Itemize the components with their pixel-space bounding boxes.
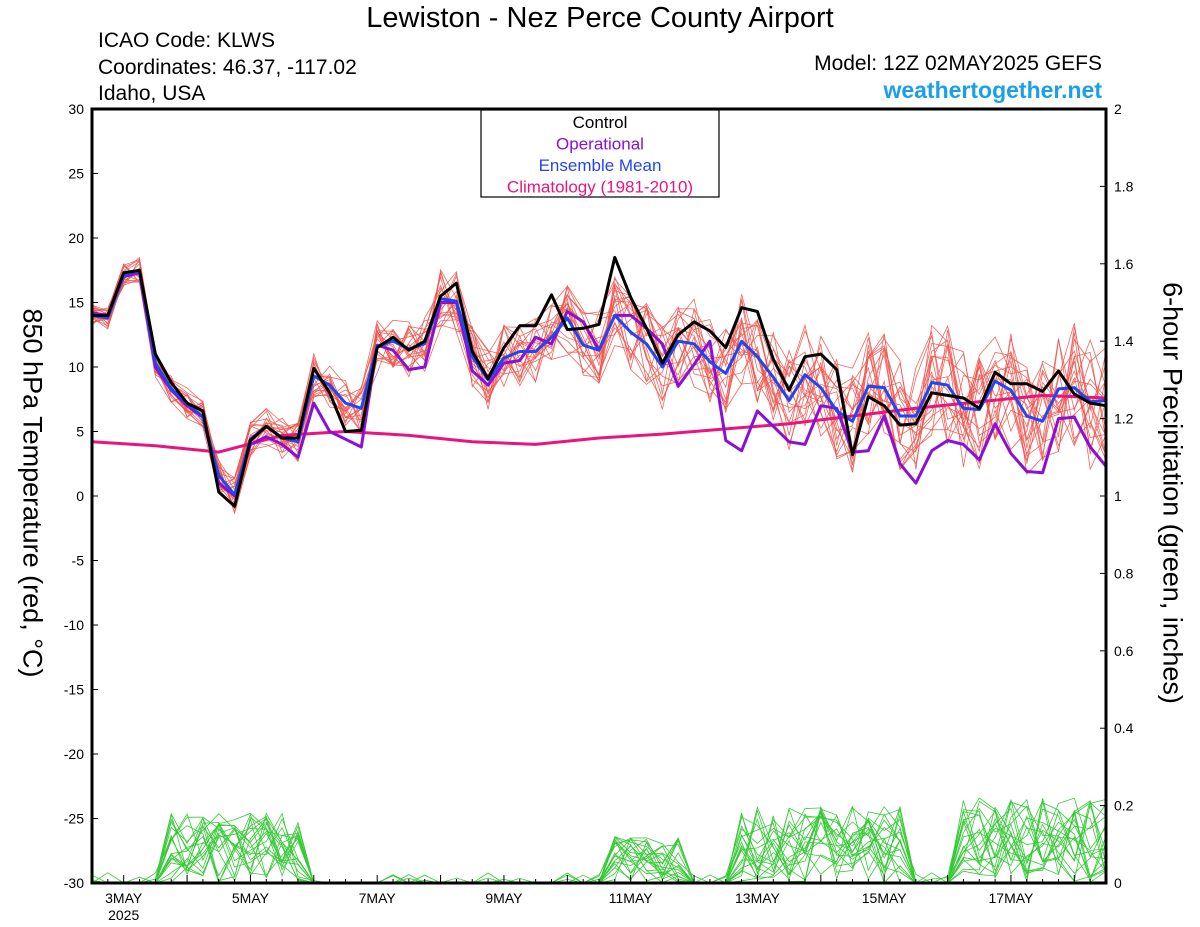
legend-entry: Control <box>573 113 628 132</box>
left-tick-label: 10 <box>68 359 84 375</box>
climatology-line <box>91 393 1107 454</box>
right-tick-label: 2 <box>1114 101 1122 117</box>
control-line <box>92 255 1107 508</box>
right-tick-label: 0.6 <box>1114 643 1134 659</box>
ensemble-members <box>91 256 1107 515</box>
site-link[interactable]: weathertogether.net <box>883 77 1102 103</box>
icao-code: ICAO Code: KLWS <box>98 29 276 52</box>
legend-entry: Ensemble Mean <box>539 156 662 175</box>
right-tick-label: 0.4 <box>1114 720 1134 736</box>
precip-members <box>91 797 1107 885</box>
precip-member-line <box>92 804 1107 884</box>
legend-entry: Operational <box>556 135 644 154</box>
left-tick-label: -5 <box>72 553 85 569</box>
region: Idaho, USA <box>98 82 206 105</box>
right-tick-label: 1.8 <box>1114 178 1134 194</box>
axes: 302520151050-5-10-15-20-25-3021.81.61.41… <box>64 101 1134 923</box>
left-tick-label: 20 <box>68 230 84 246</box>
left-tick-label: 30 <box>68 101 84 117</box>
chart-title: Lewiston - Nez Perce County Airport <box>366 2 834 34</box>
legend-entry: Climatology (1981-2010) <box>507 178 693 197</box>
ensemble-member-line <box>91 278 1107 491</box>
main-series <box>91 255 1108 508</box>
left-tick-label: 0 <box>76 488 84 504</box>
precip-member-line <box>92 805 1107 885</box>
precip-member-line <box>92 808 1107 884</box>
x-tick-label: 11MAY <box>609 890 653 906</box>
right-axis-label: 6-hour Precipitation (green, inches) <box>1157 282 1188 704</box>
model-run: Model: 12Z 02MAY2025 GEFS <box>814 52 1102 75</box>
left-tick-label: -10 <box>64 617 84 633</box>
x-tick-label: 7MAY <box>359 890 397 906</box>
coordinates: Coordinates: 46.37, -117.02 <box>98 56 357 79</box>
right-tick-label: 1.6 <box>1114 256 1134 272</box>
legend: Control Operational Ensemble Mean Climatolo… <box>480 109 720 198</box>
x-tick-label: 5MAY <box>232 890 270 906</box>
left-tick-label: -15 <box>64 682 84 698</box>
right-tick-label: 0 <box>1114 875 1122 891</box>
x-tick-label: 9MAY <box>485 890 523 906</box>
x-tick-label: 3MAY <box>105 890 143 906</box>
right-tick-label: 0.2 <box>1114 798 1134 814</box>
x-tick-label: 13MAY <box>735 890 781 906</box>
year-label: 2025 <box>108 907 139 923</box>
left-tick-label: 25 <box>68 166 84 182</box>
right-tick-label: 1 <box>1114 488 1122 504</box>
right-tick-label: 1.4 <box>1114 333 1134 349</box>
left-tick-label: -30 <box>64 875 84 891</box>
left-tick-label: 5 <box>76 424 84 440</box>
ensemble-member-line <box>91 261 1107 494</box>
right-tick-label: 1.2 <box>1114 411 1134 427</box>
plot-frame <box>90 107 1108 885</box>
ensemble-member-line <box>91 256 1107 493</box>
ensemble-member-line <box>91 259 1107 496</box>
right-tick-label: 0.8 <box>1114 565 1134 581</box>
left-tick-label: -20 <box>64 746 84 762</box>
x-tick-label: 17MAY <box>989 890 1035 906</box>
left-tick-label: -25 <box>64 811 84 827</box>
left-tick-label: 15 <box>68 295 84 311</box>
legend-box <box>480 109 720 198</box>
left-axis-label: 850 hPa Temperature (red, °C) <box>17 308 48 678</box>
x-tick-label: 15MAY <box>862 890 908 906</box>
